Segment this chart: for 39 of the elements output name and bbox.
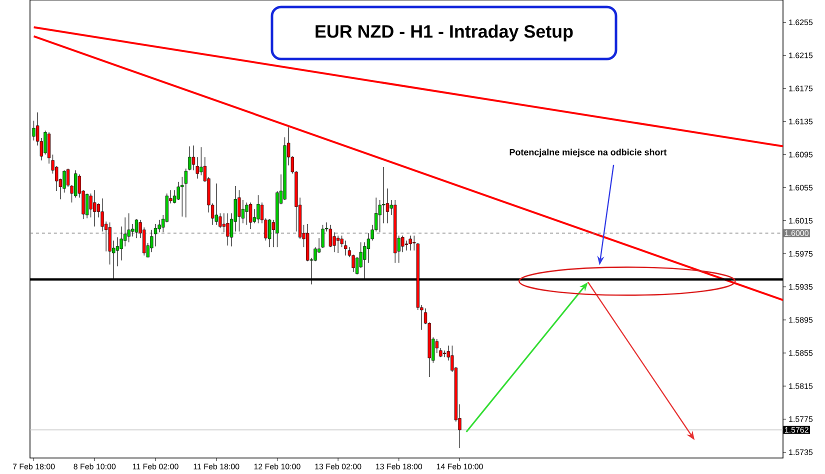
- candlestick: [344, 240, 348, 256]
- candlestick: [85, 193, 89, 219]
- candlestick: [124, 217, 127, 247]
- candlestick: [268, 218, 272, 248]
- candlestick: [256, 194, 260, 224]
- candlestick: [336, 235, 340, 254]
- candlestick: [249, 202, 252, 230]
- candlestick: [131, 224, 134, 237]
- candlestick: [401, 235, 404, 252]
- candlestick: [176, 182, 180, 200]
- candlestick: [328, 224, 332, 248]
- candlestick: [214, 183, 218, 226]
- candlestick: [172, 190, 176, 204]
- candlestick: [218, 212, 222, 228]
- candlestick: [382, 166, 386, 224]
- candlestick: [154, 224, 158, 247]
- candlestick: [134, 218, 138, 238]
- candlestick: [241, 200, 245, 224]
- candlestick: [93, 190, 96, 227]
- candlestick: [332, 232, 336, 252]
- candlestick: [116, 236, 120, 266]
- candlestick: [245, 202, 248, 226]
- candlestick: [74, 170, 78, 198]
- candlestick: [108, 222, 112, 265]
- candlestick: [386, 188, 390, 224]
- candlestick: [222, 212, 226, 233]
- candlestick: [238, 190, 241, 232]
- candlestick: [89, 193, 92, 218]
- candlestick: [442, 350, 446, 358]
- candlestick: [226, 212, 230, 246]
- candlestick: [404, 240, 408, 251]
- candlestick: [127, 212, 130, 243]
- candlestick: [378, 200, 382, 233]
- candlestick: [32, 120, 36, 141]
- candlestick: [408, 235, 412, 251]
- annotation: Potencjalne miejsce na odbicie short: [510, 148, 667, 158]
- text: EUR NZD - H1 - Intraday Setup: [316, 24, 573, 42]
- candlestick: [192, 145, 196, 171]
- candlestick: [366, 232, 370, 264]
